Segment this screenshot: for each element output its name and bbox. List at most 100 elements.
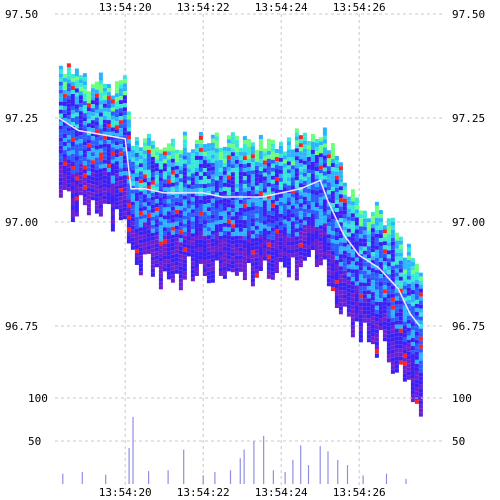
heatmap-cell bbox=[314, 259, 319, 264]
heatmap-cell bbox=[58, 177, 63, 182]
heatmap-cell bbox=[398, 360, 403, 365]
heatmap-cell bbox=[386, 338, 391, 343]
heatmap-cell bbox=[258, 234, 263, 239]
heatmap-cell bbox=[386, 326, 391, 331]
heatmap-cell bbox=[378, 286, 383, 291]
heatmap-cell bbox=[110, 195, 115, 200]
heatmap-cell bbox=[406, 283, 411, 288]
heatmap-cell bbox=[158, 157, 163, 162]
heatmap-cell bbox=[338, 274, 343, 279]
heatmap-cell bbox=[326, 266, 331, 271]
heatmap-cell bbox=[166, 227, 171, 232]
heatmap-cell bbox=[394, 292, 399, 297]
heatmap-cell bbox=[286, 209, 291, 214]
heatmap-cell bbox=[74, 72, 79, 77]
heatmap-cell bbox=[326, 158, 331, 163]
heatmap-cell bbox=[398, 276, 403, 281]
heatmap-cell bbox=[246, 183, 251, 188]
heatmap-cell bbox=[242, 236, 247, 241]
heatmap-cell bbox=[226, 251, 231, 256]
heatmap-cell bbox=[102, 103, 107, 108]
heatmap-cell bbox=[270, 171, 275, 176]
heatmap-cell bbox=[238, 155, 243, 160]
heatmap-cell bbox=[150, 204, 155, 209]
heatmap-cell bbox=[90, 172, 95, 177]
heatmap-cell bbox=[406, 263, 411, 268]
heatmap-cell bbox=[310, 133, 315, 138]
heatmap-cell bbox=[202, 244, 207, 249]
heatmap-cell bbox=[350, 205, 355, 210]
heatmap-cell bbox=[370, 312, 375, 317]
heatmap-cell bbox=[210, 182, 215, 187]
heatmap-cell bbox=[414, 331, 419, 336]
heatmap-cell bbox=[162, 155, 167, 160]
heatmap-cell bbox=[262, 196, 267, 201]
heatmap-cell bbox=[86, 203, 91, 208]
heatmap-cell bbox=[166, 247, 171, 252]
heatmap-cell bbox=[58, 133, 63, 138]
heatmap-cell bbox=[346, 300, 351, 305]
heatmap-cell bbox=[250, 230, 255, 235]
heatmap-cell bbox=[190, 197, 195, 202]
heatmap-cell bbox=[266, 158, 271, 163]
heatmap-cell bbox=[142, 230, 147, 235]
heatmap-cell bbox=[282, 259, 287, 264]
heatmap-cell bbox=[318, 217, 323, 222]
heatmap-cell bbox=[266, 190, 271, 195]
heatmap-cell bbox=[174, 253, 179, 258]
heatmap-cell bbox=[250, 270, 255, 275]
heatmap-cell bbox=[342, 194, 347, 199]
heatmap-cell bbox=[194, 183, 199, 188]
heatmap-cell bbox=[270, 187, 275, 192]
heatmap-cell bbox=[362, 278, 367, 283]
heatmap-cell bbox=[418, 404, 423, 409]
heatmap-cell bbox=[398, 252, 403, 257]
heatmap-cell bbox=[250, 178, 255, 183]
heatmap-cell bbox=[410, 294, 415, 299]
heatmap-cell bbox=[174, 237, 179, 242]
heatmap-cell bbox=[182, 239, 187, 244]
heatmap-cell bbox=[134, 228, 139, 233]
heatmap-cell bbox=[362, 214, 367, 219]
heatmap-cell bbox=[246, 215, 251, 220]
heatmap-cell bbox=[302, 168, 307, 173]
heatmap-cell bbox=[246, 243, 251, 248]
heatmap-cell bbox=[98, 92, 103, 97]
heatmap-cell bbox=[390, 245, 395, 250]
heatmap-cell bbox=[314, 199, 319, 204]
heatmap-cell bbox=[358, 290, 363, 295]
heatmap-cell bbox=[230, 140, 235, 145]
heatmap-cell bbox=[134, 248, 139, 253]
heatmap-cell bbox=[230, 188, 235, 193]
heatmap-cell bbox=[130, 181, 135, 186]
heatmap-cell bbox=[346, 216, 351, 221]
heatmap-cell bbox=[250, 254, 255, 259]
heatmap-cell bbox=[86, 127, 91, 132]
heatmap-cell bbox=[334, 240, 339, 245]
heatmap-cell bbox=[374, 249, 379, 254]
heatmap-cell bbox=[170, 234, 175, 239]
heatmap-cell bbox=[202, 144, 207, 149]
heatmap-cell bbox=[130, 245, 135, 250]
heatmap-cell bbox=[278, 213, 283, 218]
heatmap-cell bbox=[70, 106, 75, 111]
heatmap-cell bbox=[142, 214, 147, 219]
heatmap-cell bbox=[122, 179, 127, 184]
heatmap-cell bbox=[110, 203, 115, 208]
heatmap-cell bbox=[258, 258, 263, 263]
heatmap-cell bbox=[262, 224, 267, 229]
heatmap-cell bbox=[98, 180, 103, 185]
heatmap-cell bbox=[142, 210, 147, 215]
heatmap-cell bbox=[110, 171, 115, 176]
heatmap-cell bbox=[138, 211, 143, 216]
heatmap-cell bbox=[218, 263, 223, 268]
heatmap-cell bbox=[382, 301, 387, 306]
heatmap-cell bbox=[186, 160, 191, 165]
heatmap-cell bbox=[294, 148, 299, 153]
heatmap-cell bbox=[322, 151, 327, 156]
heatmap-cell bbox=[310, 217, 315, 222]
heatmap-cell bbox=[90, 136, 95, 141]
heatmap-cell bbox=[278, 189, 283, 194]
heatmap-cell bbox=[66, 91, 71, 96]
heatmap-cell bbox=[334, 180, 339, 185]
